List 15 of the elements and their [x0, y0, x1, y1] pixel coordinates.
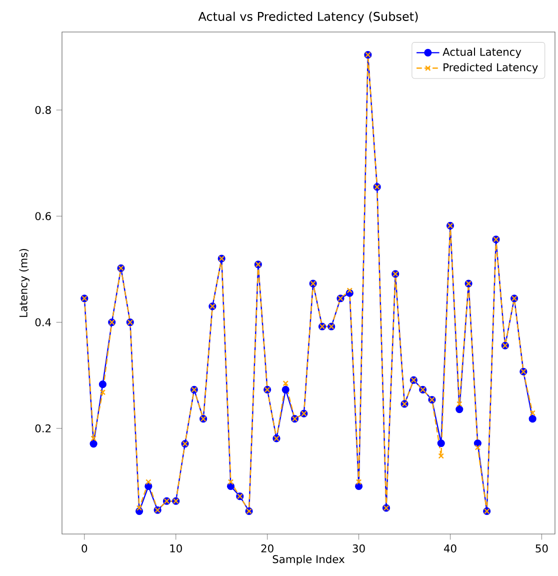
y-tick-label: 0.6 [35, 212, 51, 220]
x-axis-title: Sample Index [272, 554, 345, 566]
legend-label: Actual Latency [442, 48, 522, 58]
y-tick-label: 0.2 [35, 424, 51, 432]
y-axis-title: Latency (ms) [19, 249, 30, 317]
x-tick-label: 30 [352, 544, 365, 552]
legend-label: Predicted Latency [444, 63, 538, 74]
y-tick-label: 0.8 [35, 106, 51, 114]
x-tick-label: 10 [170, 544, 182, 552]
x-tick-label: 50 [536, 544, 548, 552]
chart-title: Actual vs Predicted Latency (Subset) [198, 12, 418, 24]
x-tick-label: 40 [444, 544, 456, 552]
x-tick-label: 20 [261, 544, 274, 552]
x-tick-label: 0 [82, 544, 88, 552]
y-tick-label: 0.4 [35, 318, 51, 326]
